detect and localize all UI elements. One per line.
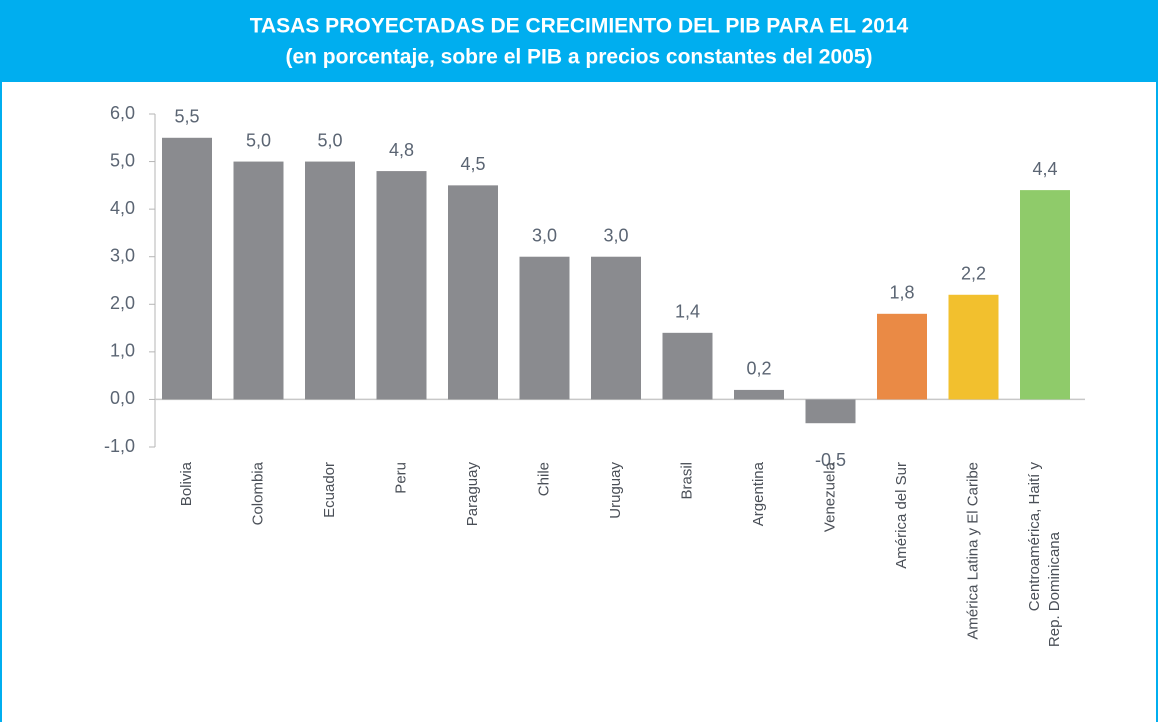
bar <box>448 185 498 400</box>
x-tick-label: Brasil <box>678 462 695 500</box>
bar <box>162 137 212 400</box>
x-tick-label: Bolivia <box>178 461 195 506</box>
bar <box>233 161 284 400</box>
bar <box>734 389 784 400</box>
x-tick-label: Peru <box>392 462 409 494</box>
chart-title: TASAS PROYECTADAS DE CRECIMIENTO DEL PIB… <box>250 15 909 38</box>
x-tick-label: Colombia <box>249 461 266 525</box>
bar <box>519 256 570 400</box>
bar <box>1020 190 1070 400</box>
value-label: 0,2 <box>746 359 771 379</box>
value-label: 3,0 <box>532 225 557 245</box>
value-label: 4,5 <box>460 154 485 174</box>
value-label: 2,2 <box>961 264 986 284</box>
x-tick-label: Venezuela <box>821 461 838 532</box>
chart-subtitle: (en porcentaje, sobre el PIB a precios c… <box>285 46 872 69</box>
value-label: 1,4 <box>675 302 700 322</box>
value-label: -0,5 <box>815 450 846 470</box>
bar <box>877 313 927 400</box>
x-tick-label: Centroamérica, Haití y Rep. Dominicana <box>1026 462 1063 648</box>
y-tick-label: 1,0 <box>110 341 135 361</box>
y-tick-label: 6,0 <box>110 103 135 123</box>
y-tick-label: 2,0 <box>110 293 135 313</box>
bar <box>662 332 713 400</box>
value-label: 5,0 <box>246 130 271 150</box>
bar <box>376 171 427 400</box>
value-label: 5,0 <box>317 130 342 150</box>
value-label: 4,4 <box>1032 159 1057 179</box>
bar <box>948 294 999 400</box>
value-label: 4,8 <box>389 140 414 160</box>
x-tick-label: Uruguay <box>607 462 624 519</box>
title-banner <box>0 0 1158 82</box>
y-tick-label: 5,0 <box>110 150 135 170</box>
bar <box>805 399 856 424</box>
x-tick-label: Paraguay <box>464 462 481 527</box>
y-tick-label: -1,0 <box>104 436 135 456</box>
value-label: 3,0 <box>603 225 628 245</box>
value-label: 5,5 <box>174 107 199 127</box>
bar <box>591 256 641 400</box>
y-tick-label: 3,0 <box>110 245 135 265</box>
x-tick-label: Argentina <box>750 461 767 526</box>
x-tick-label: América del Sur <box>893 462 910 569</box>
y-tick-label: 4,0 <box>110 198 135 218</box>
y-tick-label: 0,0 <box>110 388 135 408</box>
x-tick-label: Ecuador <box>321 462 338 518</box>
bar <box>305 161 355 400</box>
value-label: 1,8 <box>889 283 914 303</box>
x-tick-label: América Latina y El Caribe <box>964 462 981 640</box>
x-tick-label: Chile <box>535 462 552 496</box>
